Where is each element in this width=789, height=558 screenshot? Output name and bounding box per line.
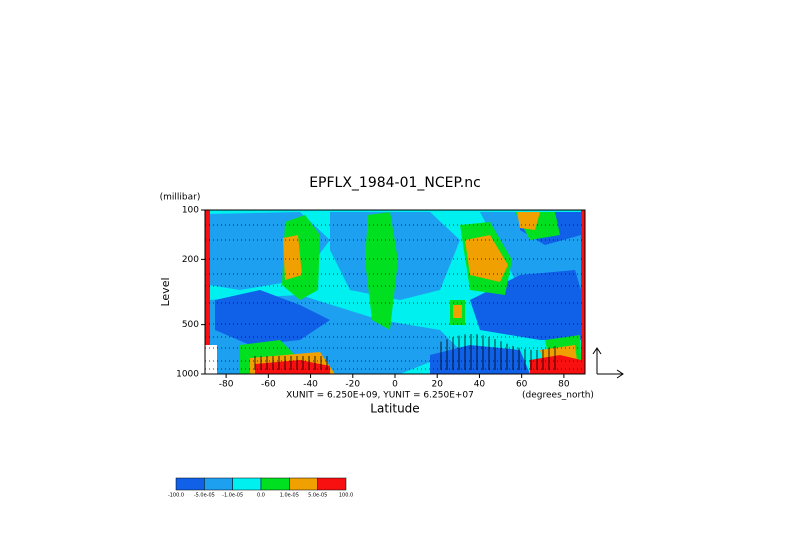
x-tick-label: -40 <box>303 380 318 390</box>
vector-field <box>254 334 556 370</box>
x-tick-label: 20 <box>431 380 443 390</box>
colorbar-box <box>204 477 233 491</box>
x-tick-label: 80 <box>558 380 570 390</box>
missing-region <box>205 345 217 374</box>
colorbar-box <box>289 477 318 491</box>
y-axis-label: Level <box>159 277 172 306</box>
annotation: XUNIT = 6.250E+09, YUNIT = 6.250E+07 <box>286 391 474 401</box>
contour-fill <box>453 305 462 318</box>
colorbar-label: 100.0 <box>339 493 353 499</box>
contour-fill <box>283 235 302 280</box>
contour-field <box>205 210 585 374</box>
colorbar-box <box>317 477 347 491</box>
contour-fill <box>215 290 330 345</box>
colorbar-label: -1.0e-05 <box>222 493 243 499</box>
colorbar-label: 5.0e-05 <box>308 493 327 499</box>
y-unit: (millibar) <box>160 193 201 203</box>
y-tick-label: 500 <box>182 320 199 330</box>
colorbar-box <box>175 477 205 491</box>
colorbar-label: -100.0 <box>168 493 184 499</box>
colorbar-label: 0.0 <box>257 493 265 499</box>
contour-fill <box>430 345 530 374</box>
contour-fill <box>465 235 508 282</box>
contour-fill <box>205 210 210 374</box>
x-unit: (degrees_north) <box>522 391 594 401</box>
x-tick-label: 40 <box>474 380 486 390</box>
reference-arrow <box>592 347 602 374</box>
y-tick-label: 100 <box>182 206 199 216</box>
contour-fill <box>517 212 540 230</box>
x-tick-label: 0 <box>392 380 398 390</box>
colorbar-box <box>260 477 290 491</box>
contour-fill <box>255 360 330 374</box>
x-axis-label: Latitude <box>370 402 419 416</box>
x-tick-label: -80 <box>219 380 234 390</box>
x-tick-label: -60 <box>261 380 276 390</box>
colorbar-label: -5.0e-05 <box>194 493 215 499</box>
contour-fill <box>282 215 320 300</box>
colorbar-box <box>232 477 262 491</box>
y-tick-label: 200 <box>182 255 199 265</box>
y-tick-label: 1000 <box>176 370 199 380</box>
contour-fill <box>365 212 398 330</box>
reference-arrow <box>597 369 624 379</box>
contour-fill <box>581 210 585 374</box>
colorbar-label: 1.0e-05 <box>280 493 299 499</box>
reference-vector <box>592 347 624 379</box>
chart-title: EPFLX_1984-01_NCEP.nc <box>309 175 481 191</box>
x-tick-label: -20 <box>345 380 360 390</box>
x-tick-label: 60 <box>516 380 528 390</box>
